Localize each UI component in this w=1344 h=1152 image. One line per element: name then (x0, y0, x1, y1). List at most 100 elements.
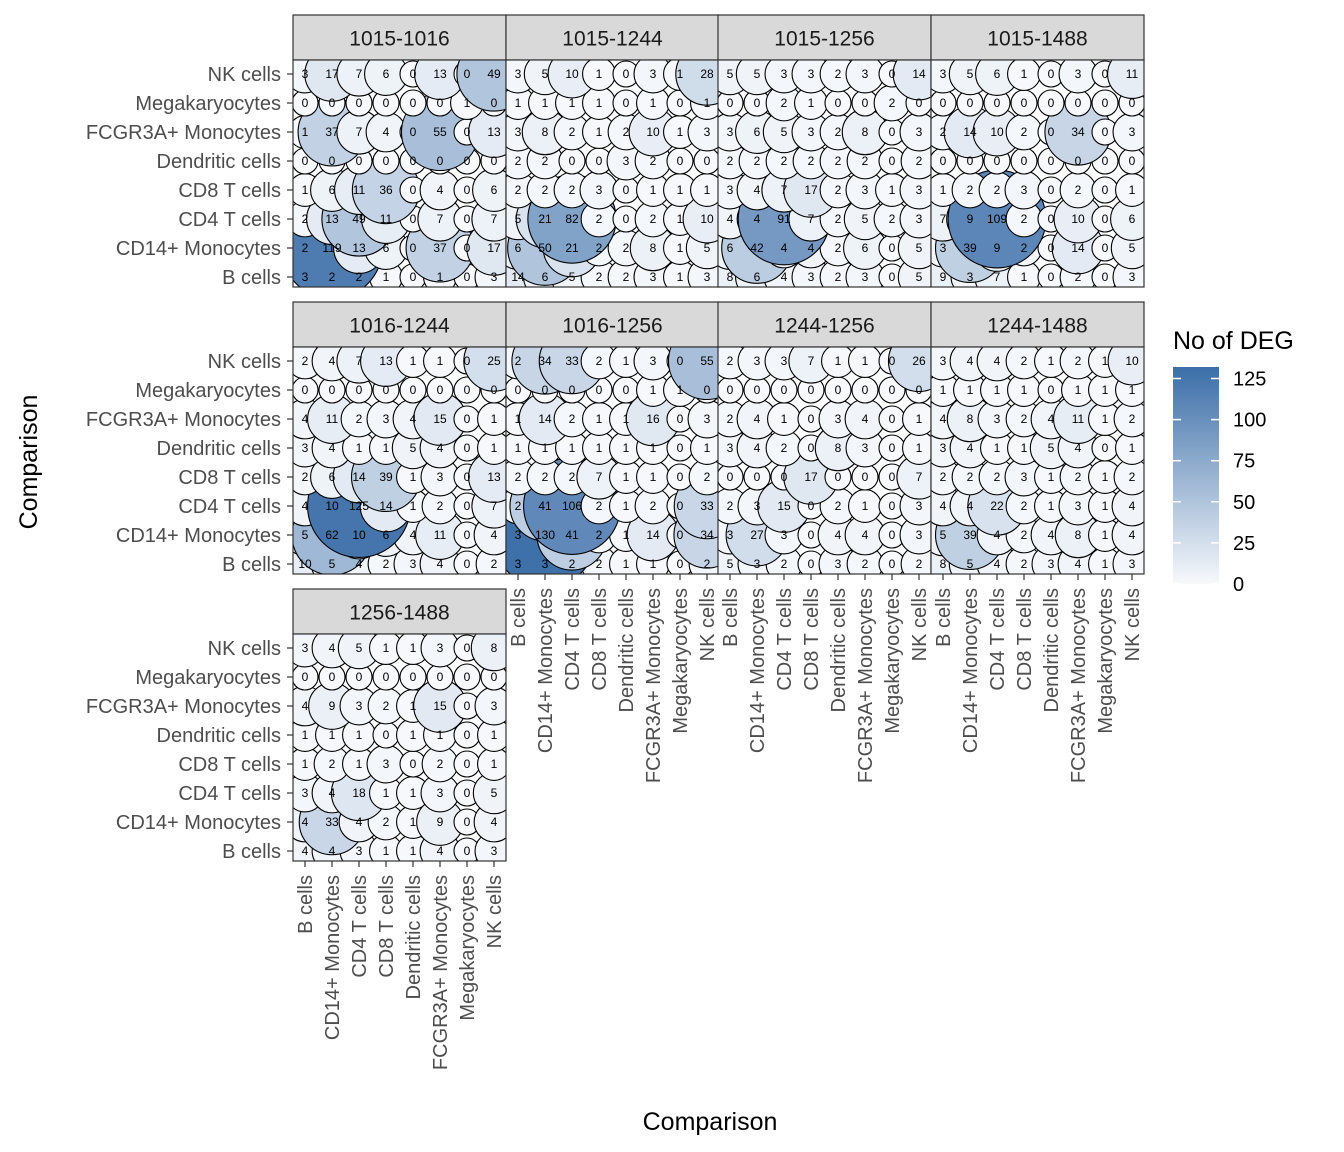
deg-count-label: 11 (353, 183, 366, 197)
deg-count-label: 1 (1075, 383, 1082, 397)
deg-count-label: 0 (916, 383, 923, 397)
panel-border (930, 59, 1145, 288)
deg-count-label: 0 (569, 383, 576, 397)
deg-count-label: 0 (356, 154, 363, 168)
deg-count-label: 9 (967, 212, 974, 226)
deg-count-label: 0 (302, 96, 309, 110)
deg-count-label: 0 (329, 96, 336, 110)
deg-count-label: 1 (650, 96, 657, 110)
deg-count-label: 4 (862, 412, 869, 426)
deg-count-label: 2 (1021, 412, 1028, 426)
deg-count-label: 1 (1021, 441, 1028, 455)
deg-count-label: 7 (491, 499, 498, 513)
deg-count-label: 1 (677, 241, 684, 255)
deg-count-label: 2 (515, 499, 522, 513)
deg-count-label: 0 (464, 728, 471, 742)
deg-count-label: 7 (356, 125, 363, 139)
x-tick-label: FCGR3A+ Monocytes (643, 588, 665, 783)
y-tick-label: CD14+ Monocytes (116, 812, 281, 834)
deg-count-label: 0 (889, 528, 896, 542)
deg-count-label: 0 (464, 844, 471, 858)
deg-count-label: 0 (437, 383, 444, 397)
deg-count-label: 2 (1021, 354, 1028, 368)
deg-count-label: 3 (437, 786, 444, 800)
deg-count-label: 8 (491, 641, 498, 655)
deg-count-label: 0 (464, 641, 471, 655)
deg-count-label: 4 (437, 557, 444, 571)
deg-count-label: 82 (565, 212, 579, 226)
panel-cells (931, 60, 1144, 287)
deg-count-label: 1 (596, 96, 603, 110)
deg-count-label: 0 (464, 815, 471, 829)
deg-count-label: 2 (383, 557, 390, 571)
deg-count-label: 2 (542, 183, 549, 197)
deg-count-label: 0 (623, 183, 630, 197)
panel-cell-labels: 3 4 5 1 1 3 0 80 0 0 0 0 0 0 04 9 3 2 1 15 0 31 1 1 0 1 1 0 11 2 1 3 0 2 0… (302, 641, 498, 858)
deg-count-label: 5 (515, 212, 522, 226)
x-tick-label: Dendritic cells (403, 875, 425, 999)
deg-count-label: 4 (329, 786, 336, 800)
panel-cells (293, 60, 506, 287)
deg-count-label: 1 (889, 183, 896, 197)
deg-count-label: 2 (515, 354, 522, 368)
deg-count-label: 1 (515, 441, 522, 455)
deg-cell-circle (470, 634, 506, 672)
deg-count-label: 1 (677, 183, 684, 197)
deg-count-label: 3 (704, 270, 711, 284)
deg-count-label: 1 (1048, 470, 1055, 484)
deg-count-label: 0 (464, 270, 471, 284)
deg-count-label: 1 (515, 96, 522, 110)
deg-count-label: 4 (302, 844, 309, 858)
deg-count-label: 2 (916, 154, 923, 168)
deg-count-label: 17 (804, 183, 818, 197)
deg-count-label: 3 (515, 528, 522, 542)
x-tick-label: CD14+ Monocytes (747, 588, 769, 753)
deg-count-label: 7 (916, 470, 923, 484)
deg-count-label: 39 (379, 470, 393, 484)
deg-count-label: 0 (1102, 241, 1109, 255)
deg-count-label: 0 (808, 528, 815, 542)
deg-count-label: 0 (410, 270, 417, 284)
deg-count-label: 1 (491, 412, 498, 426)
deg-count-label: 0 (754, 96, 761, 110)
deg-count-label: 1 (491, 728, 498, 742)
deg-count-label: 5 (1129, 241, 1136, 255)
legend-tick-label: 100 (1233, 410, 1266, 432)
deg-count-label: 2 (1021, 212, 1028, 226)
deg-count-label: 1 (302, 125, 309, 139)
deg-count-label: 1 (437, 270, 444, 284)
deg-count-label: 50 (538, 241, 552, 255)
deg-count-label: 6 (727, 241, 734, 255)
deg-count-label: 3 (515, 67, 522, 81)
deg-count-label: 6 (383, 67, 390, 81)
deg-count-label: 2 (383, 699, 390, 713)
deg-count-label: 0 (383, 96, 390, 110)
deg-count-label: 0 (491, 670, 498, 684)
deg-count-label: 0 (464, 67, 471, 81)
deg-count-label: 28 (700, 67, 714, 81)
x-tick-label: NK cells (697, 588, 719, 661)
legend-tick-label: 75 (1233, 451, 1255, 473)
deg-count-label: 0 (862, 96, 869, 110)
deg-count-label: 1 (329, 728, 336, 742)
deg-count-label: 0 (1048, 154, 1055, 168)
deg-count-label: 0 (596, 383, 603, 397)
x-tick-label: NK cells (484, 875, 506, 948)
deg-count-label: 2 (1075, 183, 1082, 197)
deg-count-label: 5 (916, 241, 923, 255)
deg-count-label: 0 (1102, 441, 1109, 455)
x-tick-label: CD8 T cells (801, 588, 823, 691)
deg-count-label: 55 (433, 125, 447, 139)
deg-count-label: 0 (1048, 96, 1055, 110)
x-tick-label: CD8 T cells (589, 588, 611, 691)
deg-count-label: 2 (835, 241, 842, 255)
deg-count-label: 0 (410, 383, 417, 397)
deg-count-label: 1 (940, 383, 947, 397)
deg-count-label: 22 (990, 499, 1004, 513)
deg-count-label: 1 (437, 354, 444, 368)
deg-count-label: 8 (542, 125, 549, 139)
deg-count-label: 3 (835, 412, 842, 426)
deg-count-label: 2 (754, 154, 761, 168)
deg-count-label: 0 (889, 557, 896, 571)
